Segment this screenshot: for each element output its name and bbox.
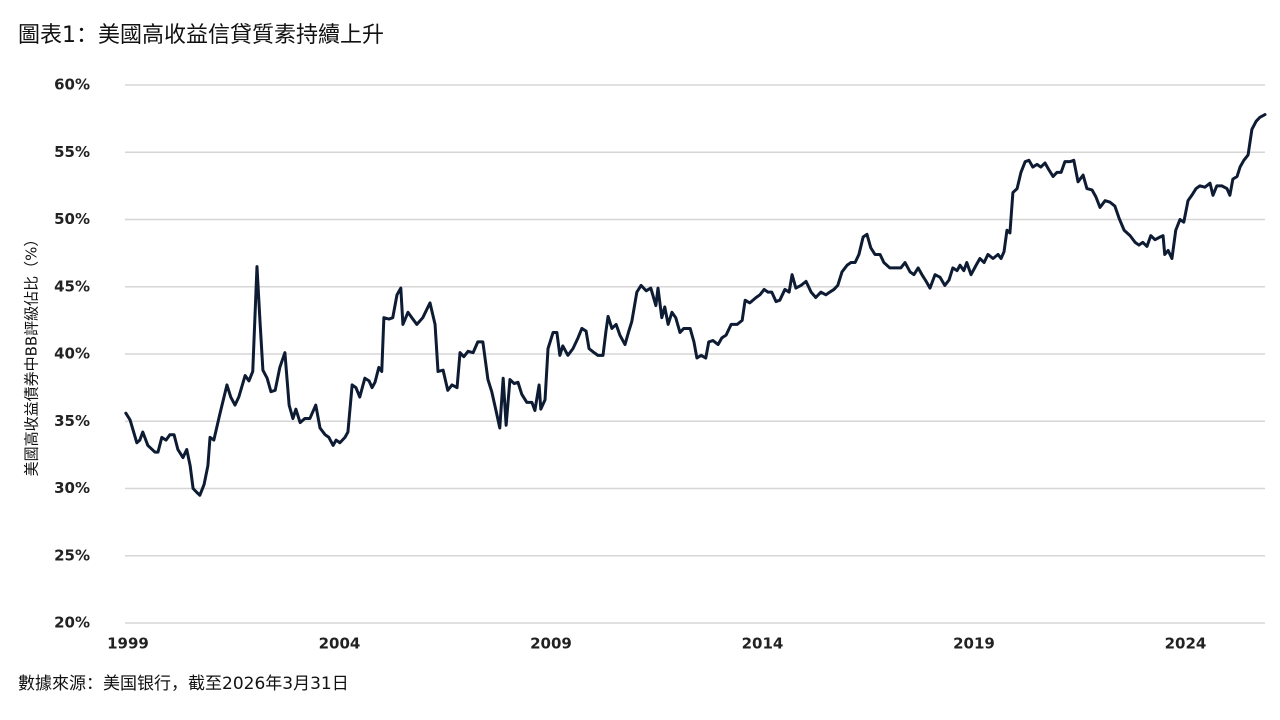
- y-tick-label: 45%: [54, 277, 90, 295]
- source-note: 數據來源：美国银行，截至2026年3月31日: [18, 674, 349, 694]
- y-tick-label: 55%: [54, 143, 90, 161]
- data-line: [124, 113, 1267, 497]
- y-tick-label: 50%: [54, 210, 90, 228]
- y-tick-label: 35%: [54, 412, 90, 430]
- y-tick-label: 20%: [54, 614, 90, 632]
- y-tick-label: 60%: [54, 76, 90, 94]
- x-tick-label: 2024: [1165, 635, 1207, 653]
- x-tick-label: 2004: [319, 635, 361, 653]
- y-tick-label: 40%: [54, 345, 90, 363]
- y-tick-label: 25%: [54, 546, 90, 564]
- x-tick-label: 2009: [530, 635, 572, 653]
- chart-title: 圖表1：美國高收益信貸質素持續上升: [18, 23, 384, 48]
- x-tick-label: 2019: [953, 635, 995, 653]
- x-tick-label: 2014: [742, 635, 784, 653]
- y-axis-label: 美國高收益債券中BB評級佔比（%）: [23, 232, 41, 477]
- y-tick-label: 30%: [54, 479, 90, 497]
- x-tick-label: 1999: [107, 635, 149, 653]
